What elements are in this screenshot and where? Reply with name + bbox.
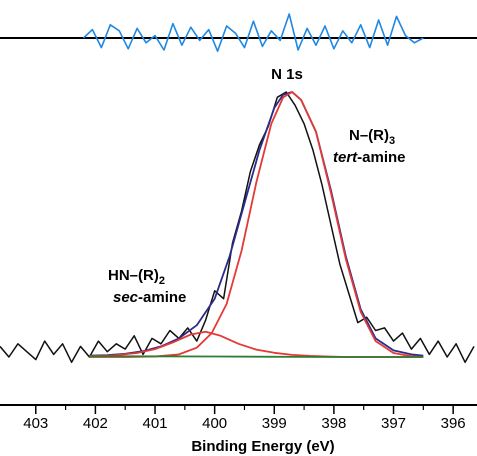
series-baseline-line (89, 355, 424, 358)
tert-amine-formula: N–(R) (349, 127, 389, 144)
sec-amine-label-line1: HN–(R)2 (108, 267, 165, 287)
tert-amine-label-line2: tert-amine (333, 149, 406, 166)
x-tick-label: 397 (381, 415, 406, 432)
residual-line (82, 13, 424, 52)
x-tick-label: 402 (83, 415, 108, 432)
residual-panel (0, 13, 477, 52)
sec-amine-suffix: -amine (138, 289, 186, 306)
sec-amine-label-line2: sec-amine (113, 289, 186, 306)
x-tick-label: 401 (143, 415, 168, 432)
tert-amine-label-line1: N–(R)3 (349, 127, 395, 147)
spectrum-series (0, 91, 475, 364)
sec-amine-formula: HN–(R) (108, 267, 159, 284)
x-tick-label: 399 (262, 415, 287, 432)
x-axis-title: Binding Energy (eV) (191, 438, 334, 455)
x-tick-label: 396 (441, 415, 466, 432)
x-tick-label: 403 (23, 415, 48, 432)
sec-amine-subscript: 2 (159, 275, 165, 287)
x-tick-label: 400 (202, 415, 227, 432)
x-axis-ticks: 403 402 401 400 399 398 397 396 (23, 405, 466, 432)
tert-amine-suffix: -amine (357, 149, 405, 166)
series-tert-amine-component-line (89, 91, 424, 358)
tert-amine-subscript: 3 (389, 135, 395, 147)
peak-label: N 1s (271, 66, 303, 83)
x-tick-label: 398 (321, 415, 346, 432)
tert-amine-italic: tert (333, 149, 358, 166)
sec-amine-italic: sec (113, 289, 139, 306)
series-envelope-line (89, 91, 424, 357)
